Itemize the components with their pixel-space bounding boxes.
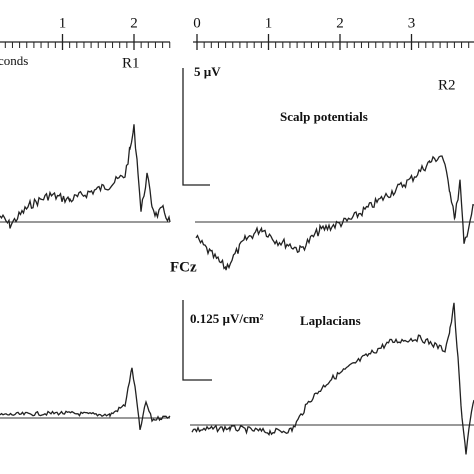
time-unit: conds: [0, 53, 28, 68]
waveform: [191, 302, 474, 455]
waveform: [0, 124, 171, 229]
scale-bar: [182, 68, 210, 186]
panel-title: Scalp potentials: [280, 109, 368, 124]
x-tick-label: 1: [59, 15, 67, 31]
x-tick-label: 2: [336, 15, 344, 31]
x-tick-label: 0: [193, 15, 201, 31]
channel-label: FCz: [170, 259, 197, 275]
panel-title: Laplacians: [300, 313, 361, 328]
scale-label: 5 µV: [194, 64, 221, 79]
traces: [0, 124, 474, 455]
marker-label: R1: [122, 55, 140, 71]
minor-ticks: [4, 42, 470, 48]
waveform: [0, 367, 171, 430]
marker-label: R2: [438, 77, 456, 93]
scale-label: 0.125 µV/cm²: [190, 311, 264, 326]
x-tick-label: 2: [130, 15, 138, 31]
x-tick-label: 1: [265, 15, 273, 31]
x-tick-label: 3: [408, 15, 416, 31]
waveform: [195, 155, 474, 271]
scale-bar: [182, 300, 212, 381]
